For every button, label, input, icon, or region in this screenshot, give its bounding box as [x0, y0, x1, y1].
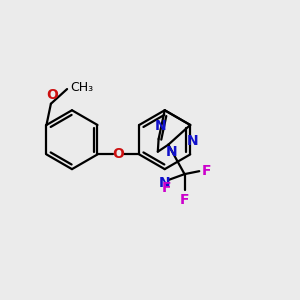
Text: N: N [159, 176, 170, 190]
Text: O: O [46, 88, 58, 102]
Text: N: N [155, 119, 167, 133]
Text: N: N [166, 145, 178, 159]
Text: F: F [180, 193, 189, 207]
Text: CH₃: CH₃ [70, 81, 93, 94]
Text: O: O [112, 147, 124, 161]
Text: F: F [202, 164, 211, 178]
Text: F: F [162, 182, 172, 196]
Text: N: N [187, 134, 198, 148]
